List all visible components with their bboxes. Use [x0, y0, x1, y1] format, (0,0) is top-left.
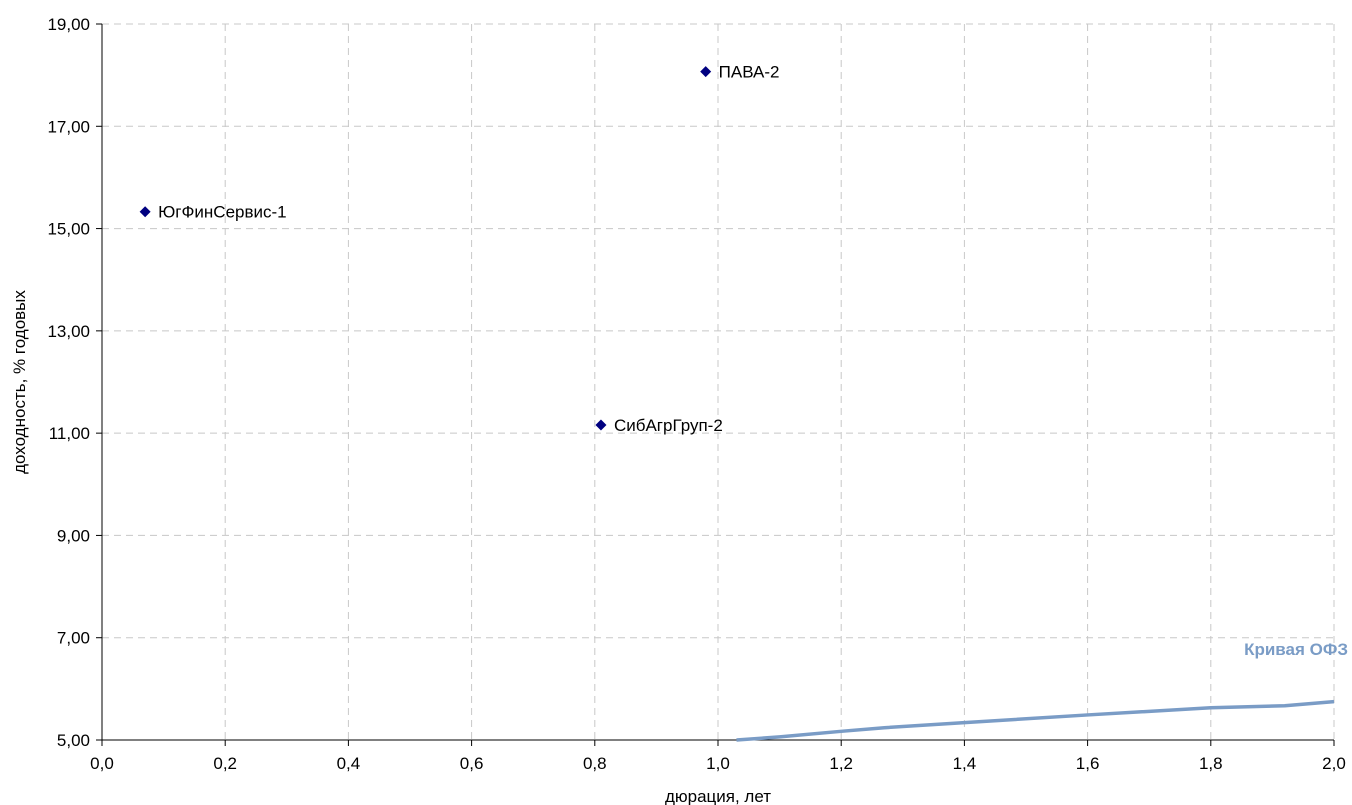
curve-label: Кривая ОФЗ: [1244, 640, 1348, 659]
point-marker: [139, 206, 151, 218]
y-tick-label: 13,00: [47, 322, 90, 341]
y-tick-label: 11,00: [49, 424, 90, 443]
x-tick-label: 0,0: [90, 754, 114, 773]
x-tick-label: 0,6: [460, 754, 484, 773]
y-tick-label: 7,00: [57, 629, 90, 648]
point-label: СибАгрГруп-2: [614, 416, 723, 435]
x-tick-label: 2,0: [1322, 754, 1346, 773]
x-tick-label: 1,6: [1076, 754, 1100, 773]
axes: [96, 23, 1335, 746]
point-marker: [595, 419, 607, 431]
point-label: ЮгФинСервис-1: [158, 203, 287, 222]
x-tick-label: 1,0: [706, 754, 730, 773]
ofz-curve-group: [736, 699, 1335, 742]
y-tick-labels: 5,00 7,00 9,00 11,00 13,00 15,00 17,00 19,00: [47, 15, 90, 750]
x-tick-labels: 0,0 0,2 0,4 0,6 0,8 1,0 1,2 1,4 1,6 1,8 2,0: [90, 754, 1346, 773]
x-tick-label: 1,4: [953, 754, 977, 773]
points-group: ЮгФинСервис-1 ПАВА-2 СибАгрГруп-2: [139, 63, 780, 435]
x-tick-label: 0,2: [213, 754, 237, 773]
x-tick-label: 1,2: [829, 754, 853, 773]
grid-lines: [102, 23, 1335, 740]
y-tick-label: 19,00: [47, 15, 90, 34]
y-tick-label: 15,00: [47, 220, 90, 239]
point-label: ПАВА-2: [719, 63, 780, 82]
y-tick-label: 9,00: [57, 526, 90, 545]
ofz-curve-line: [736, 699, 1335, 742]
x-tick-label: 0,4: [337, 754, 361, 773]
y-axis-title: доходность, % годовых: [10, 290, 29, 474]
x-tick-label: 0,8: [583, 754, 607, 773]
x-tick-label: 1,8: [1199, 754, 1223, 773]
y-tick-label: 5,00: [57, 731, 90, 750]
y-tick-label: 17,00: [47, 117, 90, 136]
point-marker: [700, 66, 712, 78]
x-axis-title: дюрация, лет: [665, 787, 771, 805]
